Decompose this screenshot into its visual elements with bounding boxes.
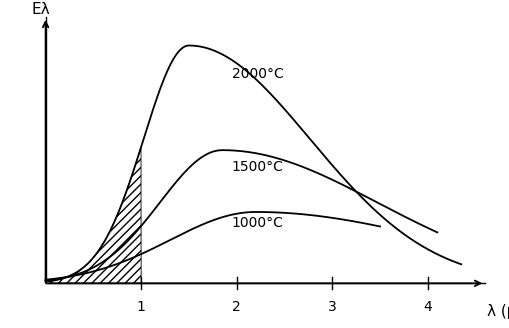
Text: 1000°C: 1000°C: [232, 216, 283, 230]
Polygon shape: [45, 147, 141, 283]
Text: Eλ: Eλ: [31, 2, 50, 17]
Text: λ (μ): λ (μ): [486, 303, 509, 318]
Text: 2000°C: 2000°C: [232, 67, 283, 81]
Text: 4: 4: [422, 300, 431, 314]
Text: 1500°C: 1500°C: [232, 160, 283, 174]
Text: 1: 1: [136, 300, 145, 314]
Text: 3: 3: [327, 300, 336, 314]
Text: 2: 2: [232, 300, 241, 314]
